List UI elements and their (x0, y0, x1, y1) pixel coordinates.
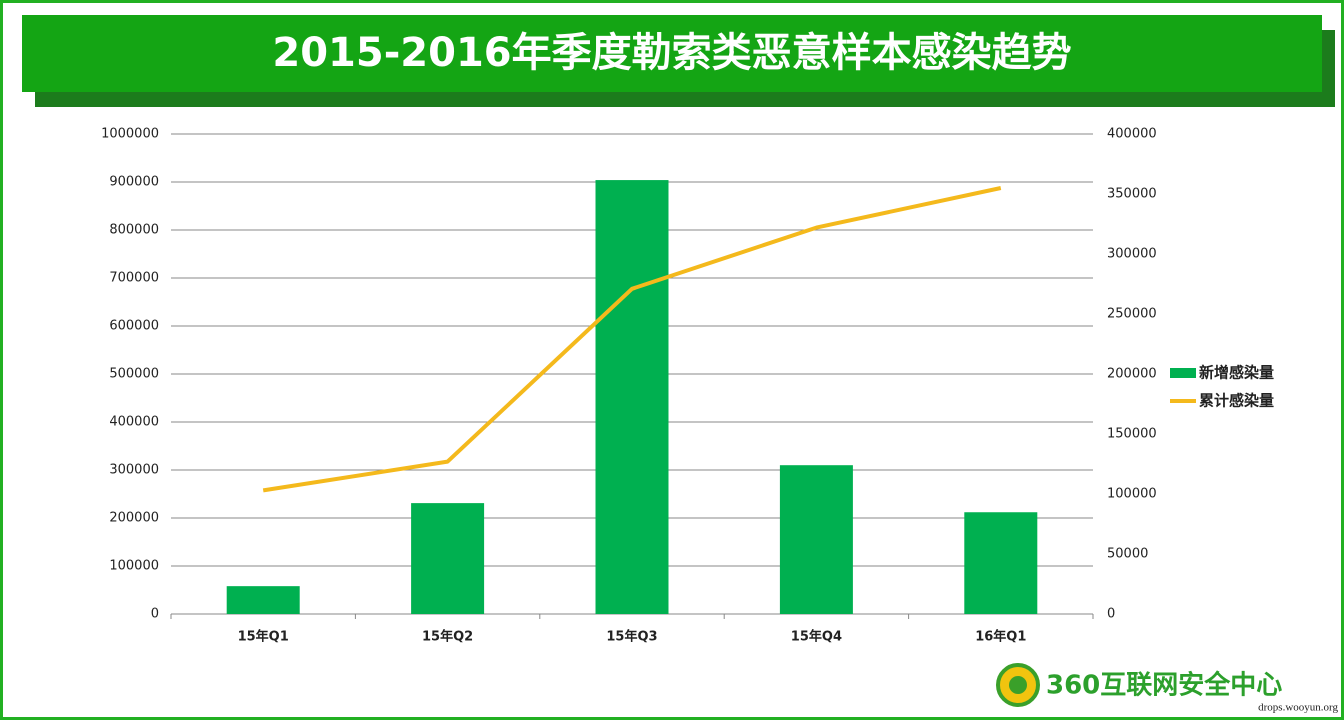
y2-tick-label: 350000 (1107, 187, 1157, 202)
y-tick-label: 300000 (109, 463, 159, 478)
y2-tick-label: 300000 (1107, 247, 1157, 262)
y2-tick-label: 200000 (1107, 367, 1157, 382)
watermark: drops.wooyun.org (1258, 702, 1338, 714)
bar (964, 512, 1038, 614)
brand-logo (996, 663, 1040, 707)
y-tick-label: 100000 (109, 559, 159, 574)
y-tick-label: 900000 (109, 175, 159, 190)
y2-tick-label: 50000 (1107, 547, 1148, 562)
brand-name: 360互联网安全中心 (1046, 670, 1282, 701)
y-tick-label: 400000 (109, 415, 159, 430)
legend-label: 累计感染量 (1199, 392, 1274, 410)
bar (411, 503, 485, 614)
bar (595, 180, 669, 614)
line (262, 186, 1002, 493)
x-tick-label: 15年Q4 (791, 629, 842, 645)
legend-swatch (1170, 368, 1196, 378)
y-tick-label: 0 (151, 607, 159, 622)
y2-tick-label: 0 (1107, 607, 1115, 622)
title-banner (22, 15, 1322, 92)
legend-label: 新增感染量 (1199, 364, 1274, 382)
y-tick-label: 800000 (109, 223, 159, 238)
x-tick-label: 15年Q1 (238, 629, 289, 645)
y-tick-label: 500000 (109, 367, 159, 382)
y-tick-label: 200000 (109, 511, 159, 526)
y2-tick-label: 100000 (1107, 487, 1157, 502)
y-tick-label: 1000000 (101, 127, 159, 142)
chart-title: 2015-2016年季度勒索类恶意样本感染趋势 (272, 30, 1071, 76)
bar (226, 586, 300, 614)
y-tick-label: 600000 (109, 319, 159, 334)
x-tick-label: 15年Q3 (606, 629, 657, 645)
y-tick-label: 700000 (109, 271, 159, 286)
y2-tick-label: 150000 (1107, 427, 1157, 442)
bar (779, 465, 853, 614)
x-tick-label: 16年Q1 (975, 629, 1026, 645)
y2-tick-label: 250000 (1107, 307, 1157, 322)
y2-tick-label: 400000 (1107, 127, 1157, 142)
x-tick-label: 15年Q2 (422, 629, 473, 645)
